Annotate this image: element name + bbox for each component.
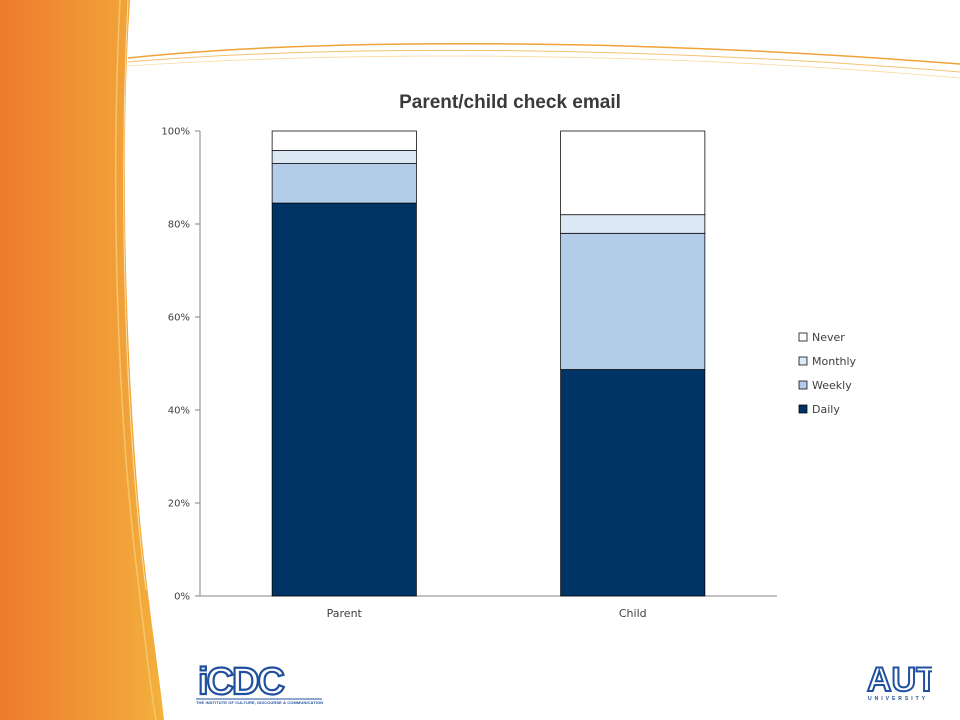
x-tick-label: Parent <box>327 607 363 620</box>
legend-swatch-monthly <box>798 356 808 366</box>
icdc-tagline: THE INSTITUTE OF CULTURE, DISCOURSE & CO… <box>196 700 324 705</box>
chart-title: Parent/child check email <box>399 92 621 113</box>
legend: Never Monthly Weekly Daily <box>798 331 857 416</box>
y-tick-label: 0% <box>174 592 190 603</box>
aut-logo-text: AUT <box>867 661 932 694</box>
y-tick-label: 40% <box>168 406 190 417</box>
bar-daily-parent <box>271 202 417 597</box>
aut-logo-mark: AUT <box>866 660 938 700</box>
bars <box>271 130 706 597</box>
legend-swatch-daily <box>798 404 808 414</box>
bar-monthly-parent <box>271 150 417 164</box>
y-tick-label: 100% <box>161 127 190 138</box>
x-labels: Parent Child <box>327 607 647 620</box>
icdc-logo-text: iCDC <box>198 662 284 700</box>
legend-label-weekly: Weekly <box>812 379 852 392</box>
bar-monthly-child <box>560 214 706 234</box>
decorative-curve-line <box>123 0 147 591</box>
legend-swatch-weekly <box>798 380 808 390</box>
icdc-logo-mark: iCDC <box>196 660 322 704</box>
x-tick-label: Child <box>619 607 647 620</box>
decorative-swoosh <box>127 42 960 65</box>
icdc-logo: iCDC THE INSTITUTE OF CULTURE, DISCOURSE… <box>196 660 326 708</box>
y-tick-label: 80% <box>168 220 190 231</box>
legend-label-monthly: Monthly <box>812 355 857 368</box>
decorative-swoosh <box>127 49 960 73</box>
aut-logo: AUT UNIVERSITY <box>866 660 938 704</box>
aut-subtitle: UNIVERSITY <box>868 696 929 702</box>
y-tick-label: 60% <box>168 313 190 324</box>
legend-label-never: Never <box>812 331 845 344</box>
bar-weekly-child <box>560 232 706 370</box>
bar-never-parent <box>271 130 417 151</box>
bar-weekly-parent <box>271 163 417 204</box>
decorative-swoosh <box>127 55 960 79</box>
y-tick-label: 20% <box>168 499 190 510</box>
legend-swatch-never <box>798 332 808 342</box>
legend-label-daily: Daily <box>812 403 840 416</box>
decorative-curve-line <box>114 0 157 720</box>
bar-never-child <box>560 130 706 216</box>
decorative-side-band <box>0 0 164 720</box>
y-ticks: 0% 20% 40% 60% 80% 100% <box>161 127 200 603</box>
bar-daily-child <box>560 369 706 597</box>
